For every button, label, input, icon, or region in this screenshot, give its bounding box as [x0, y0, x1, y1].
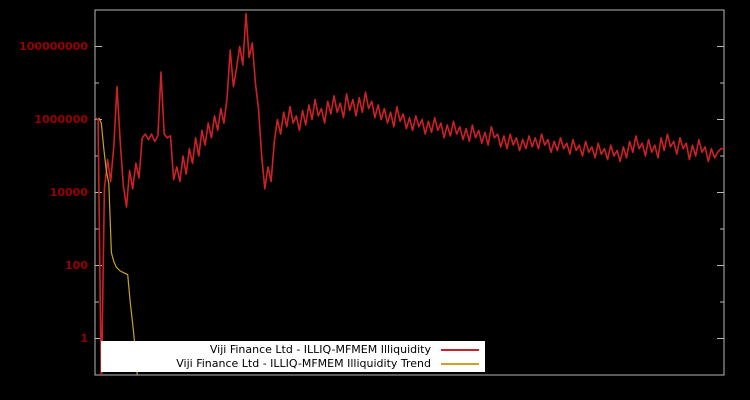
y-axis-tick-label: 100000000 — [19, 40, 88, 53]
y-axis-tick-label: 1000000 — [34, 113, 88, 126]
y-axis-tick-label: 100 — [65, 259, 88, 272]
legend-line-sample-red — [441, 348, 479, 351]
legend-label-trend: Viji Finance Ltd - ILLIQ-MFMEM Illiquidi… — [176, 357, 431, 370]
y-axis-tick-label: 1 — [80, 332, 88, 345]
legend-row-trend: Viji Finance Ltd - ILLIQ-MFMEM Illiquidi… — [101, 357, 485, 370]
illiquidity-trend-line — [98, 117, 138, 375]
legend-line-sample-yellow — [441, 362, 479, 365]
legend-label-illiquidity: Viji Finance Ltd - ILLIQ-MFMEM Illiquidi… — [209, 343, 431, 356]
legend-row-illiquidity: Viji Finance Ltd - ILLIQ-MFMEM Illiquidi… — [101, 343, 485, 356]
illiquidity-series-line — [95, 12, 724, 375]
legend: Viji Finance Ltd - ILLIQ-MFMEM Illiquidi… — [101, 341, 485, 372]
y-axis-tick-label: 10000 — [49, 186, 88, 199]
plot-frame — [94, 9, 725, 376]
